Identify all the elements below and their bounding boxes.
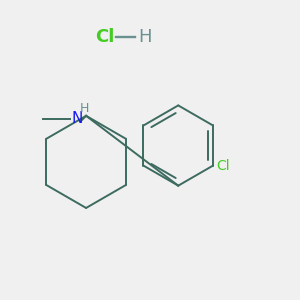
Text: H: H <box>80 102 89 115</box>
Text: Cl: Cl <box>95 28 114 46</box>
Text: H: H <box>138 28 152 46</box>
Text: N: N <box>71 111 83 126</box>
Text: Cl: Cl <box>216 159 230 172</box>
